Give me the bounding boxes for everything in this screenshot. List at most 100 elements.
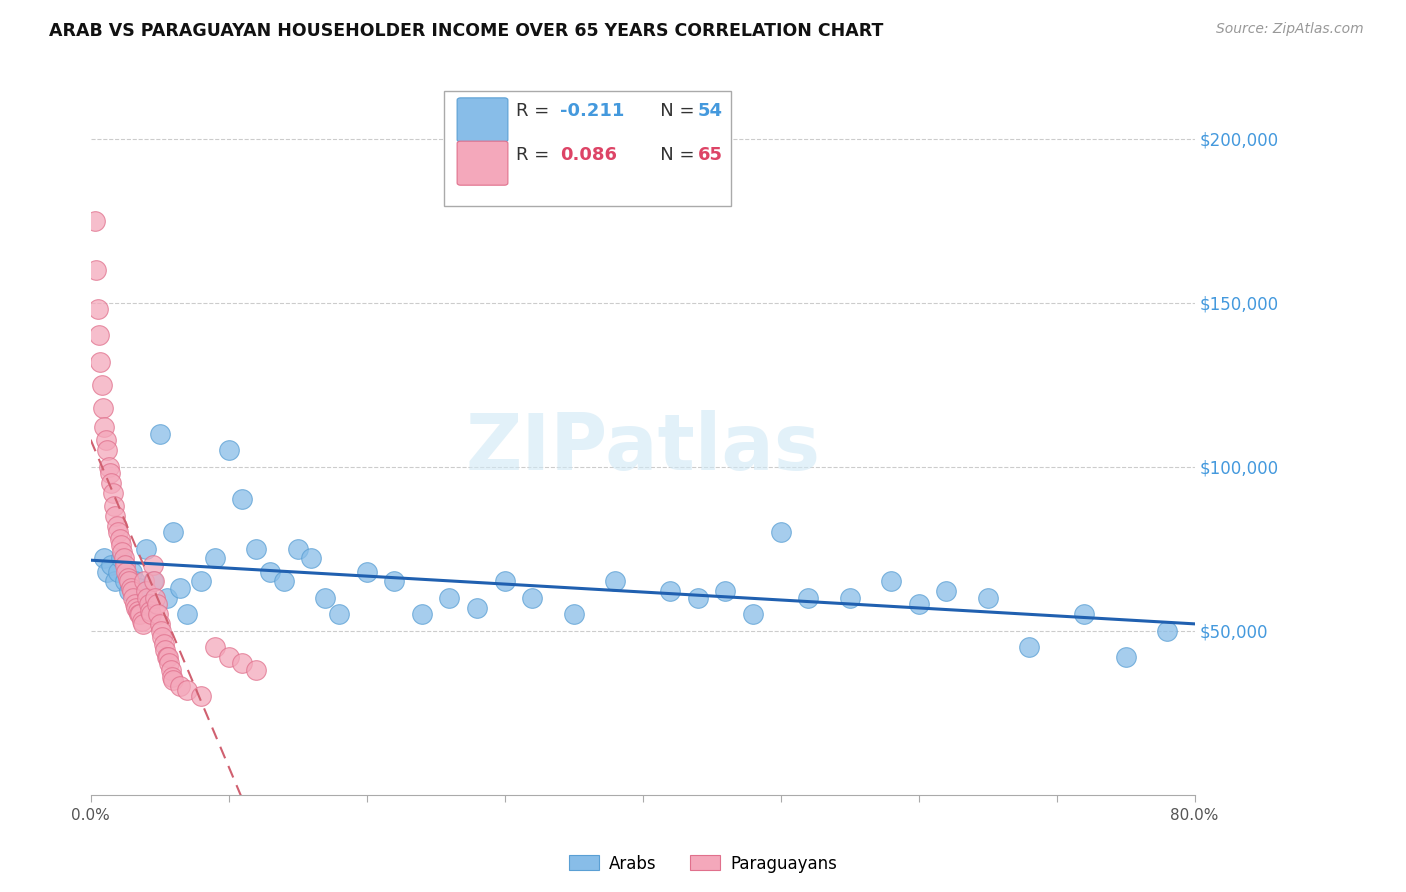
Point [100,558,122,572]
Point [127,604,149,618]
Point [107,565,129,579]
Point [245,663,267,677]
Point [157,657,180,671]
Point [100,475,122,490]
Text: 0.086: 0.086 [560,145,617,163]
Point [84,262,107,277]
Text: -0.211: -0.211 [560,103,624,120]
Point [122,591,145,605]
Point [160,669,183,683]
Text: N =: N = [643,103,700,120]
Point [259,565,281,579]
Point [153,643,176,657]
Point [797,591,820,605]
FancyBboxPatch shape [457,141,508,186]
Point [136,591,159,605]
Point [129,607,152,622]
Point [110,551,132,566]
Point [134,574,156,589]
Point [218,649,240,664]
Point [131,614,153,628]
Text: ZIPatlas: ZIPatlas [465,410,820,486]
Point [155,649,177,664]
Point [107,525,129,540]
Point [1018,640,1040,654]
Point [105,518,128,533]
Point [112,551,135,566]
Text: ARAB VS PARAGUAYAN HOUSEHOLDER INCOME OVER 65 YEARS CORRELATION CHART: ARAB VS PARAGUAYAN HOUSEHOLDER INCOME OV… [49,22,883,40]
Point [686,591,709,605]
Point [411,607,433,622]
Text: R =: R = [516,103,554,120]
Point [769,525,792,540]
Point [94,434,117,448]
Point [135,584,157,599]
Text: 65: 65 [697,145,723,163]
Point [117,571,139,585]
Point [132,591,155,605]
Point [124,574,146,589]
Point [204,640,226,654]
Point [146,598,169,612]
FancyBboxPatch shape [457,98,508,142]
Point [522,591,544,605]
Point [714,584,737,599]
Point [145,591,167,605]
Point [156,649,179,664]
Point [118,574,141,589]
Point [176,682,198,697]
Point [162,525,184,540]
Point [114,558,136,572]
Point [356,565,378,579]
Text: Source: ZipAtlas.com: Source: ZipAtlas.com [1216,22,1364,37]
Point [494,574,516,589]
Point [382,574,405,589]
Point [287,541,309,556]
Point [314,591,336,605]
Point [603,574,626,589]
Point [121,565,143,579]
Point [118,584,141,599]
Point [86,302,108,317]
Text: R =: R = [516,145,554,163]
Point [142,574,165,589]
Point [138,598,160,612]
Point [299,551,322,566]
Point [101,485,124,500]
Point [231,657,253,671]
Point [132,617,155,632]
Point [562,607,585,622]
Text: 54: 54 [697,103,723,120]
Point [128,581,150,595]
Point [121,584,143,599]
Point [83,213,105,227]
Point [139,604,162,618]
Point [439,591,461,605]
Point [1073,607,1095,622]
Point [143,574,166,589]
Point [115,565,138,579]
Point [976,591,998,605]
Point [104,508,127,523]
Point [124,598,146,612]
Point [838,591,860,605]
Point [231,492,253,507]
Point [150,624,173,638]
Point [152,637,174,651]
Point [907,598,929,612]
Point [935,584,957,599]
Point [169,679,191,693]
Point [149,617,172,632]
Point [245,541,267,556]
Point [190,689,212,703]
Point [120,581,142,595]
Point [742,607,765,622]
Point [465,600,488,615]
Point [1115,649,1137,664]
Point [91,401,114,415]
Point [128,607,150,622]
Point [125,600,148,615]
Point [149,426,172,441]
Point [104,574,127,589]
Point [98,466,121,480]
